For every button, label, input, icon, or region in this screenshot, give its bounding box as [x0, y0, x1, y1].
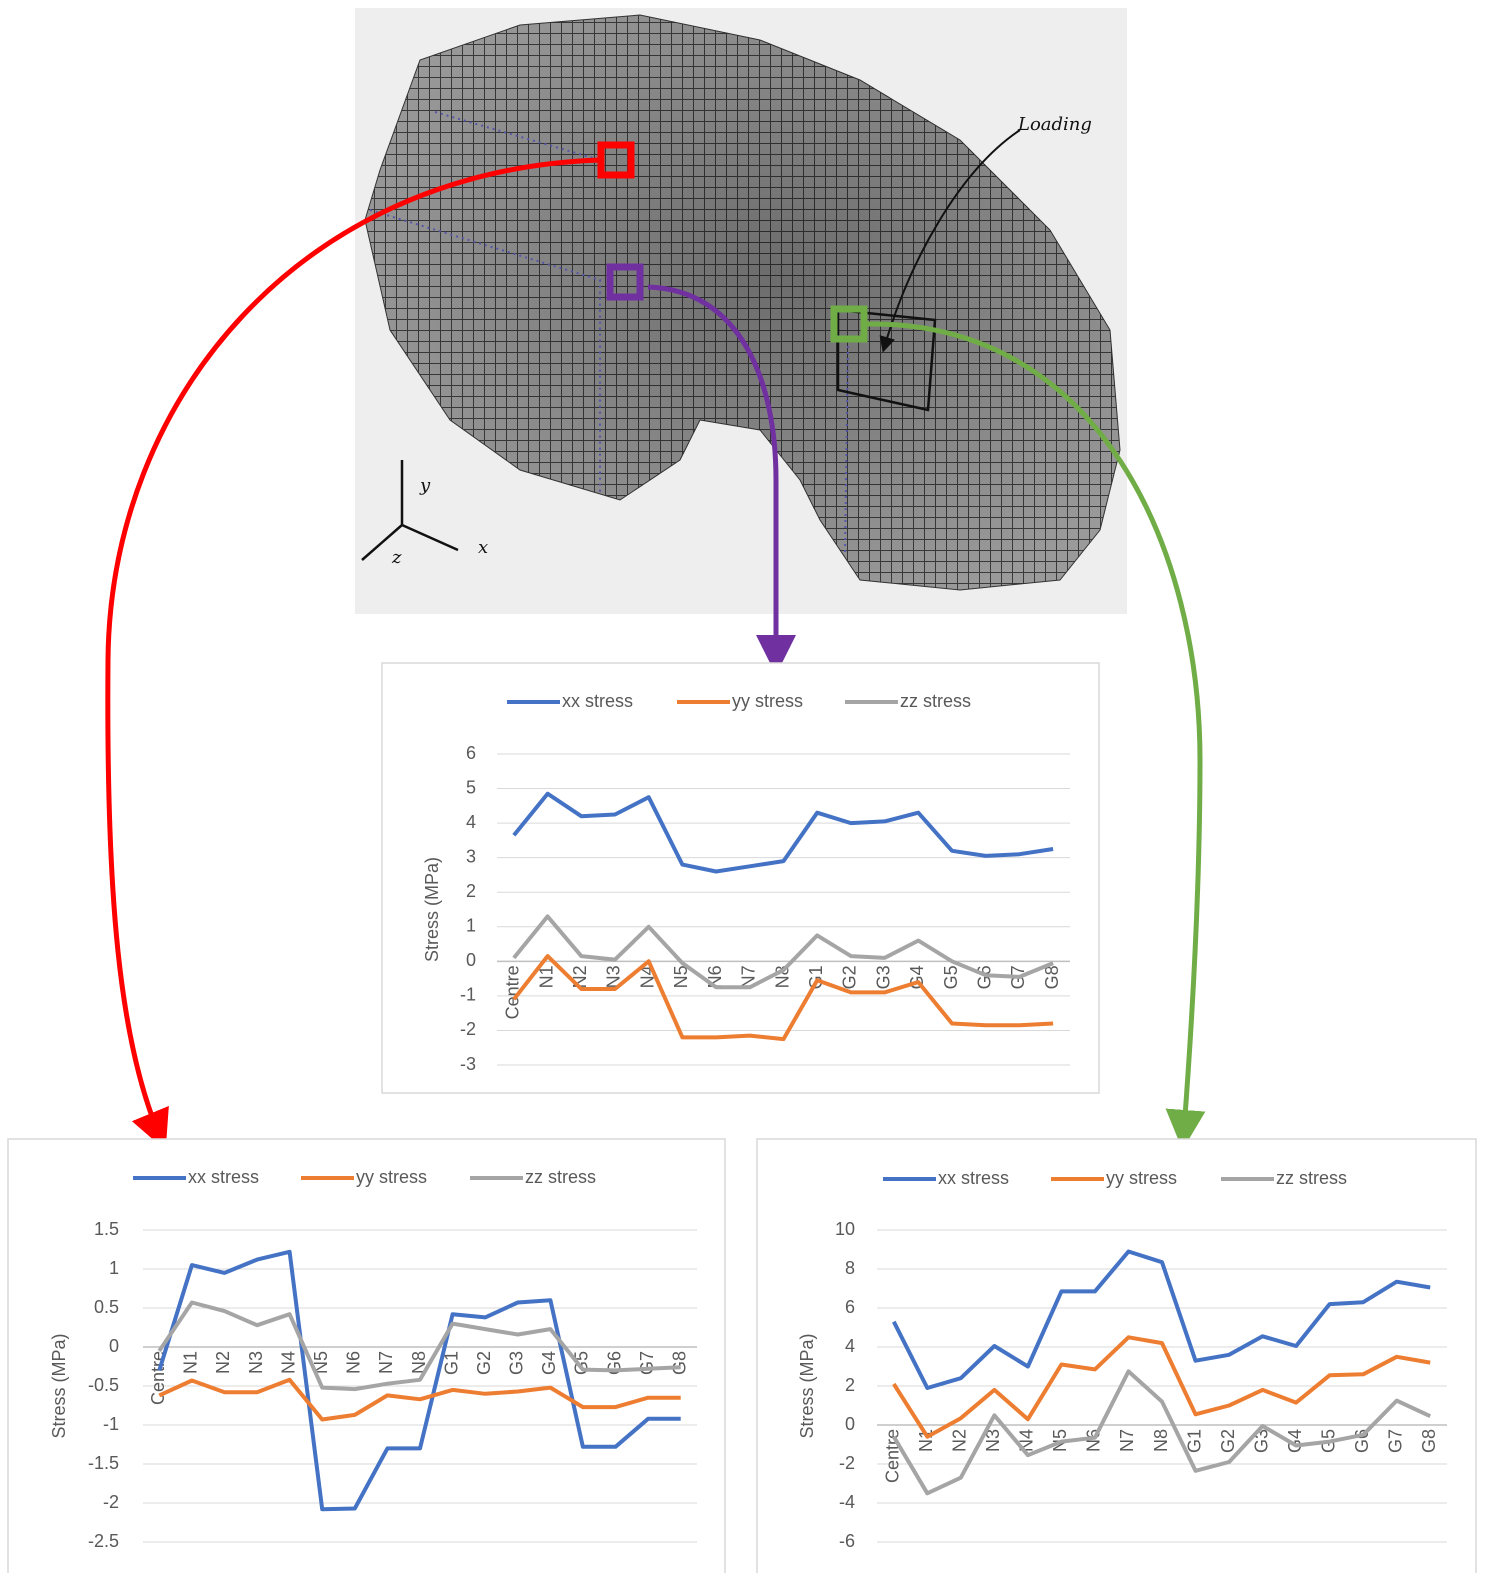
axis-y-label: y — [419, 475, 431, 496]
x-tick-label: N4 — [1017, 1429, 1037, 1452]
legend-label: xx stress — [188, 1167, 259, 1187]
axis-z-label: z — [391, 547, 402, 568]
y-tick-label: 5 — [466, 777, 476, 797]
axis-x-label: x — [478, 537, 488, 558]
y-tick-label: 8 — [845, 1258, 855, 1278]
x-tick-label: G8 — [1042, 965, 1062, 989]
x-tick-label: G3 — [507, 1351, 527, 1375]
x-tick-label: G7 — [637, 1351, 657, 1375]
x-tick-label: N7 — [376, 1351, 396, 1374]
chart-frame — [382, 663, 1099, 1093]
x-tick-label: G8 — [1419, 1429, 1439, 1453]
y-tick-label: -4 — [839, 1492, 855, 1512]
x-tick-label: G7 — [1385, 1429, 1405, 1453]
loading-label: Loading — [1017, 114, 1092, 135]
y-tick-label: 1.5 — [94, 1219, 119, 1239]
y-tick-label: 6 — [845, 1297, 855, 1317]
y-tick-label: 0.5 — [94, 1297, 119, 1317]
y-tick-label: -1 — [460, 985, 476, 1005]
y-tick-label: -0.5 — [88, 1375, 119, 1395]
legend-label: yy stress — [356, 1167, 427, 1187]
legend-label: xx stress — [938, 1168, 1009, 1188]
y-tick-label: 6 — [466, 743, 476, 763]
x-tick-label: G8 — [669, 1351, 689, 1375]
x-tick-label: N3 — [246, 1351, 266, 1374]
x-tick-label: G6 — [1352, 1429, 1372, 1453]
x-tick-label: G4 — [539, 1351, 559, 1375]
y-axis-title: Stress (MPa) — [49, 1333, 69, 1438]
y-tick-label: -1 — [103, 1414, 119, 1434]
x-tick-label: Centre — [148, 1351, 168, 1405]
y-tick-label: -2 — [103, 1492, 119, 1512]
x-tick-label: G2 — [474, 1351, 494, 1375]
y-tick-label: 0 — [109, 1336, 119, 1356]
y-tick-label: 2 — [845, 1375, 855, 1395]
legend-label: yy stress — [732, 691, 803, 711]
x-tick-label: N6 — [344, 1351, 364, 1374]
legend-label: zz stress — [525, 1167, 596, 1187]
x-tick-label: N2 — [213, 1351, 233, 1374]
y-tick-label: -1.5 — [88, 1453, 119, 1473]
y-tick-label: -6 — [839, 1531, 855, 1551]
x-tick-label: N4 — [278, 1351, 298, 1374]
y-tick-label: 0 — [466, 950, 476, 970]
page: Loading y x z -3 -2 -1 0 1 2 3 4 5 6 Centre N1 N2 N3 N… — [0, 0, 1489, 1573]
y-tick-label: -2 — [460, 1019, 476, 1039]
x-tick-label: N1 — [181, 1351, 201, 1374]
y-tick-label: 0 — [845, 1414, 855, 1434]
y-tick-label: 4 — [845, 1336, 855, 1356]
legend-label: zz stress — [900, 691, 971, 711]
y-tick-label: -3 — [460, 1054, 476, 1074]
y-tick-label: 3 — [466, 846, 476, 866]
voxel-image: Loading y x z — [355, 8, 1127, 614]
y-axis-title: Stress (MPa) — [422, 857, 442, 962]
legend-label: yy stress — [1106, 1168, 1177, 1188]
y-tick-label: 2 — [466, 881, 476, 901]
x-tick-label: G2 — [1218, 1429, 1238, 1453]
figure: Loading y x z -3 -2 -1 0 1 2 3 4 5 6 Centre N1 N2 N3 N… — [0, 0, 1489, 1573]
x-tick-label: N7 — [1117, 1429, 1137, 1452]
x-tick-label: N2 — [950, 1429, 970, 1452]
x-tick-label: G2 — [840, 965, 860, 989]
x-tick-label: G3 — [873, 965, 893, 989]
x-tick-label: Centre — [883, 1429, 903, 1483]
legend-label: xx stress — [562, 691, 633, 711]
y-axis-title: Stress (MPa) — [797, 1333, 817, 1438]
y-tick-label: 1 — [109, 1258, 119, 1278]
x-tick-label: G5 — [941, 965, 961, 989]
x-tick-label: N2 — [570, 965, 590, 988]
y-tick-label: -2 — [839, 1453, 855, 1473]
y-tick-label: 10 — [835, 1219, 855, 1239]
x-tick-label: N8 — [1151, 1429, 1171, 1452]
legend-label: zz stress — [1276, 1168, 1347, 1188]
y-tick-label: -2.5 — [88, 1531, 119, 1551]
y-tick-label: 1 — [466, 916, 476, 936]
y-tick-label: 4 — [466, 812, 476, 832]
chart-frame — [757, 1139, 1476, 1573]
